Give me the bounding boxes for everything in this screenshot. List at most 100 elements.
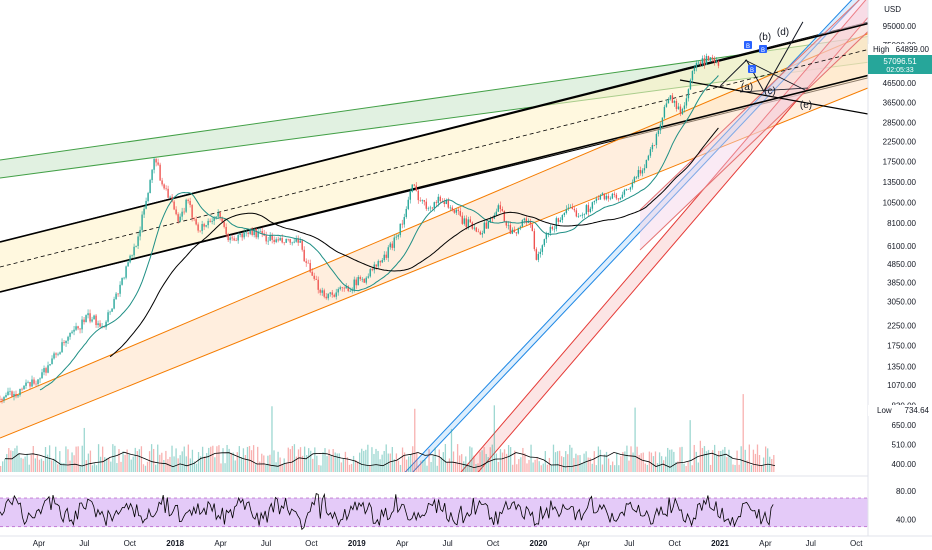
price-tick-label: 1070.00: [887, 381, 916, 390]
volume-bar: [293, 444, 296, 472]
candle-body: [623, 190, 626, 195]
candle-body: [293, 241, 295, 243]
candle-body: [329, 292, 331, 294]
volume-bar: [89, 450, 92, 472]
candle-body: [713, 58, 716, 63]
candle-body: [649, 149, 652, 156]
candle-body: [579, 215, 582, 217]
volume-bar: [242, 448, 245, 472]
volume-bar: [44, 447, 47, 472]
volume-bar: [153, 448, 155, 472]
candle-body: [569, 207, 572, 208]
candle-body: [389, 243, 391, 248]
candle-body: [647, 155, 650, 160]
candle-body: [495, 211, 498, 216]
candle-body: [211, 220, 213, 222]
candle-body: [677, 106, 680, 109]
candle-body: [155, 158, 157, 163]
volume-bar: [750, 465, 753, 472]
candle-body: [701, 58, 704, 65]
candle-body: [717, 60, 720, 66]
volume-bar: [51, 460, 53, 472]
volume-bar: [65, 446, 67, 472]
candle-body: [47, 365, 49, 373]
candle-body: [715, 60, 718, 63]
volume-bar: [269, 454, 271, 472]
volume-bar: [642, 452, 644, 472]
channel-line-lower: [0, 74, 868, 293]
volume-bar: [665, 456, 667, 472]
candle-body: [75, 326, 77, 330]
candle-body: [657, 130, 660, 135]
candle-body: [401, 223, 403, 225]
candle-body: [633, 177, 636, 183]
volume-bar: [420, 460, 422, 472]
candle-body: [201, 224, 203, 231]
candle-body: [519, 226, 522, 228]
candle-body: [543, 239, 546, 246]
price-axis[interactable]: 95000.0075000.0046500.0036500.0028500.00…: [883, 22, 917, 469]
volume-bar: [85, 460, 87, 472]
candle-body: [449, 207, 451, 209]
candle-body: [459, 211, 461, 216]
candle-body: [501, 209, 504, 211]
candle-body: [635, 177, 638, 178]
candle-body: [653, 145, 656, 146]
volume-bar: [728, 449, 730, 472]
volume-bar: [214, 457, 216, 472]
red-channel-edge: [460, 0, 867, 472]
candle-body: [49, 364, 51, 366]
candle-body: [561, 215, 564, 220]
candle-body: [185, 199, 187, 212]
volume-bar: [709, 464, 712, 472]
volume-bar: [42, 460, 45, 472]
candle-body: [551, 226, 554, 229]
volume-bar: [726, 457, 728, 472]
volume-bar: [369, 465, 371, 472]
candle-body: [559, 219, 562, 222]
candle-body: [127, 262, 129, 267]
candle-body: [609, 198, 612, 200]
volume-bar: [342, 458, 345, 472]
volume-bar: [175, 448, 177, 472]
candle-body: [277, 239, 279, 241]
candle-body: [421, 200, 423, 201]
volume-bar: [699, 440, 702, 472]
candle-body: [327, 293, 329, 299]
volume-bar: [577, 455, 579, 472]
rsi-axis[interactable]: 80.00 40.00: [896, 487, 917, 525]
volume-bar: [773, 455, 775, 472]
candle-body: [89, 313, 91, 322]
price-tick-label: 1750.00: [887, 342, 916, 351]
volume-bar: [148, 451, 151, 472]
volume-bar: [91, 465, 94, 472]
candle-body: [403, 217, 405, 225]
volume-bar: [116, 463, 118, 472]
volume-bar: [102, 446, 104, 472]
candle-body: [363, 278, 365, 283]
candle-body: [325, 296, 327, 299]
volume-bar: [436, 465, 438, 472]
volume-bar: [640, 453, 642, 472]
candle-body: [229, 237, 231, 241]
volume-bar: [493, 405, 495, 472]
volume-bar: [97, 444, 100, 472]
low-marker: Low 734.64: [868, 405, 932, 416]
candle-body: [591, 202, 594, 209]
time-tick-label: 2020: [530, 539, 548, 548]
volume-bar: [738, 464, 740, 472]
candle-body: [597, 198, 600, 200]
ma-long-line: [109, 127, 719, 358]
volume-bar: [446, 462, 449, 472]
time-axis[interactable]: Apr Jul Oct 2018 Apr Jul Oct 2019 Apr Jul Oct 2020 A…: [33, 539, 863, 548]
candle-body: [399, 223, 401, 236]
candle-body: [413, 184, 415, 186]
time-tick-label: Oct: [487, 539, 500, 548]
candle-body: [159, 164, 161, 181]
candle-body: [685, 98, 688, 106]
volume-bar: [752, 449, 755, 472]
candle-body: [323, 290, 325, 297]
candle-body: [673, 100, 676, 103]
volume-bar: [471, 447, 473, 472]
